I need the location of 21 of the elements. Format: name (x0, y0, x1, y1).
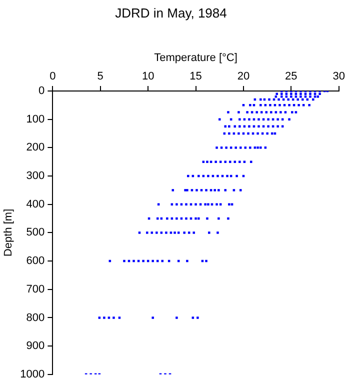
x-tick-label: 30 (332, 70, 346, 82)
x-tick-label: 20 (237, 70, 250, 82)
y-axis-title: Depth [m] (2, 208, 15, 257)
y-tick-label: 1000 (20, 368, 45, 380)
y-tick-label: 800 (26, 312, 45, 324)
x-axis-title: Temperature [°C] (154, 52, 238, 64)
y-tick-label: 300 (26, 170, 45, 182)
x-tick-label: 5 (97, 70, 104, 82)
x-tick-label: 0 (50, 70, 56, 82)
y-tick-label: 100 (26, 113, 45, 126)
y-tick-label: 900 (26, 340, 45, 352)
x-tick-label: 25 (285, 70, 298, 82)
x-tick-label: 10 (142, 70, 154, 82)
chart-title: JDRD in May, 1984 (115, 5, 227, 20)
y-tick-label: 200 (26, 142, 45, 154)
y-tick-label: 700 (26, 283, 45, 296)
y-tick-label: 500 (26, 226, 45, 239)
y-tick-label: 600 (26, 255, 45, 268)
y-tick-label: 0 (38, 85, 45, 98)
y-tick-label: 400 (26, 198, 45, 210)
x-tick-label: 15 (190, 70, 202, 82)
